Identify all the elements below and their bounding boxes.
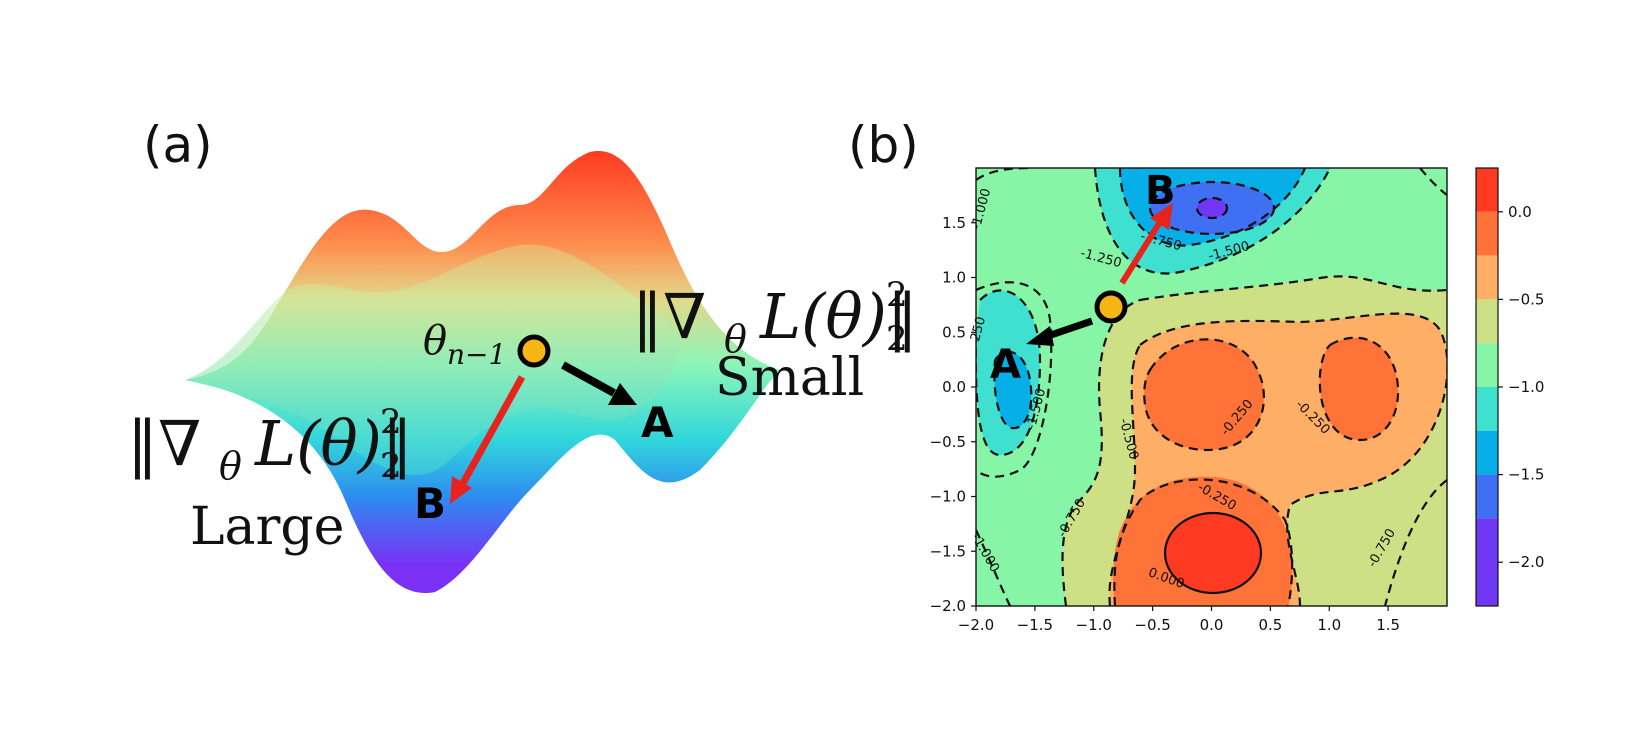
grad-sub-2: 2 xyxy=(380,446,402,486)
contour-arrow-to-b-head xyxy=(1150,203,1173,230)
colorbar: 0.0 −0.5 −1.0 −1.5 −2.0 xyxy=(1475,167,1544,607)
x-tick-label: 0.0 xyxy=(1200,616,1224,634)
grad-norm-small: ‖∇ θ L(θ)‖ 2 2 Small xyxy=(632,248,938,408)
colorbar-tick-label: −2.0 xyxy=(1508,553,1544,571)
colorbar-bands xyxy=(1476,168,1498,606)
colorbar-band xyxy=(1476,518,1498,606)
colorbar-tick-label: −1.5 xyxy=(1508,466,1544,484)
arrow-to-b xyxy=(458,375,526,487)
contour-arrow-to-a-head xyxy=(1026,326,1054,346)
svg-text:‖∇ θ L(θ)‖ 2: ‖∇ θ L(θ)‖ 2 2 xyxy=(127,375,433,494)
colorbar-tick-label: −1.0 xyxy=(1508,378,1544,396)
x-tick-label: 1.5 xyxy=(1376,616,1400,634)
y-tick-label: 1.0 xyxy=(942,269,966,287)
large-label: Large xyxy=(190,497,344,557)
theta-label: θ n−1 xyxy=(423,318,506,371)
colorbar-band xyxy=(1476,211,1498,256)
arrow-to-a xyxy=(561,361,616,397)
colorbar-tick-label: −0.5 xyxy=(1508,290,1544,308)
loss-surface xyxy=(185,150,780,594)
y-tick-label: −1.0 xyxy=(930,488,966,506)
grad-tail: L(θ)‖ xyxy=(759,280,918,353)
arrow-to-a-head xyxy=(608,383,637,405)
grad-norm-large: ‖∇ θ L(θ)‖ 2 2 Large xyxy=(127,375,433,557)
level-band--1.0 xyxy=(976,168,1447,606)
colorbar-band xyxy=(1476,168,1498,212)
theta-subscript: n−1 xyxy=(447,338,506,371)
colorbar-band xyxy=(1476,255,1498,300)
arrow-to-b-head xyxy=(450,476,472,504)
svg-text:‖∇ θ L(θ)‖ 2: ‖∇ θ L(θ)‖ 2 2 xyxy=(632,248,938,367)
surface-point-a: A xyxy=(641,398,674,447)
x-tick-label: 0.5 xyxy=(1258,616,1282,634)
grad-norm-open: ‖∇ xyxy=(632,280,706,353)
level-band--0.25 xyxy=(1144,339,1264,451)
contour-arrow-to-b xyxy=(1119,220,1163,285)
level-band--2.0 xyxy=(1197,198,1227,218)
theta-symbol: θ xyxy=(423,318,447,364)
panel-b-label: (b) xyxy=(848,116,919,174)
grad-theta-sub-2: θ xyxy=(219,444,242,488)
colorbar-band xyxy=(1476,299,1498,344)
x-tick-label: −0.5 xyxy=(1134,616,1170,634)
grad-sub: 2 xyxy=(886,319,908,359)
y-tick-label: 0.5 xyxy=(942,323,966,341)
colorbar-ticks: 0.0 −0.5 −1.0 −1.5 −2.0 xyxy=(1498,203,1544,571)
y-tick-label: −0.5 xyxy=(930,433,966,451)
level-band-0.0 xyxy=(1165,513,1261,593)
contour-zero-line xyxy=(1163,511,1263,595)
colorbar-band xyxy=(1476,474,1498,519)
x-tick-label: −1.5 xyxy=(1017,616,1053,634)
y-tick-label: 0.0 xyxy=(942,378,966,396)
y-tick-label: −2.0 xyxy=(930,597,966,615)
x-axis-ticks: −2.0 −1.5 −1.0 −0.5 0.0 0.5 1.0 1.5 xyxy=(958,606,1400,634)
colorbar-band xyxy=(1476,387,1498,431)
colorbar-band xyxy=(1476,343,1498,387)
x-tick-label: −1.0 xyxy=(1076,616,1112,634)
contour-level-label: 250 xyxy=(968,315,989,343)
y-tick-label: 1.5 xyxy=(942,214,966,232)
x-tick-label: 1.0 xyxy=(1317,616,1341,634)
level-band--0.25b xyxy=(1319,337,1399,440)
grad-tail-2: L(θ)‖ xyxy=(254,407,413,480)
y-tick-label: −1.5 xyxy=(930,542,966,560)
x-tick-label: −2.0 xyxy=(958,616,994,634)
contour-point-a: A xyxy=(990,342,1021,388)
grad-sup-2: 2 xyxy=(380,402,402,442)
grad-theta-sub: θ xyxy=(724,317,747,361)
grad-norm-open-2: ‖∇ xyxy=(127,407,201,480)
start-point-a xyxy=(517,334,551,368)
colorbar-band xyxy=(1476,430,1498,475)
contour-point-b: B xyxy=(1145,168,1176,214)
contour-plot: -1.000-1.250-1.750 -1.500250-1.500-0.500-… xyxy=(930,167,1448,634)
y-axis-ticks: 1.5 1.0 0.5 0.0 −0.5 −1.0 −1.5 −2.0 xyxy=(930,214,976,615)
level-band--1.5b xyxy=(994,351,1032,429)
small-label: Small xyxy=(715,348,864,408)
grad-sup: 2 xyxy=(886,275,908,315)
surface-point-b: B xyxy=(414,479,446,528)
contour-arrow-to-a xyxy=(1043,317,1094,341)
contour-start-point xyxy=(1094,290,1128,324)
panel-a-label: (a) xyxy=(143,116,213,174)
colorbar-tick-label: 0.0 xyxy=(1508,203,1532,221)
surface-front xyxy=(185,244,680,475)
